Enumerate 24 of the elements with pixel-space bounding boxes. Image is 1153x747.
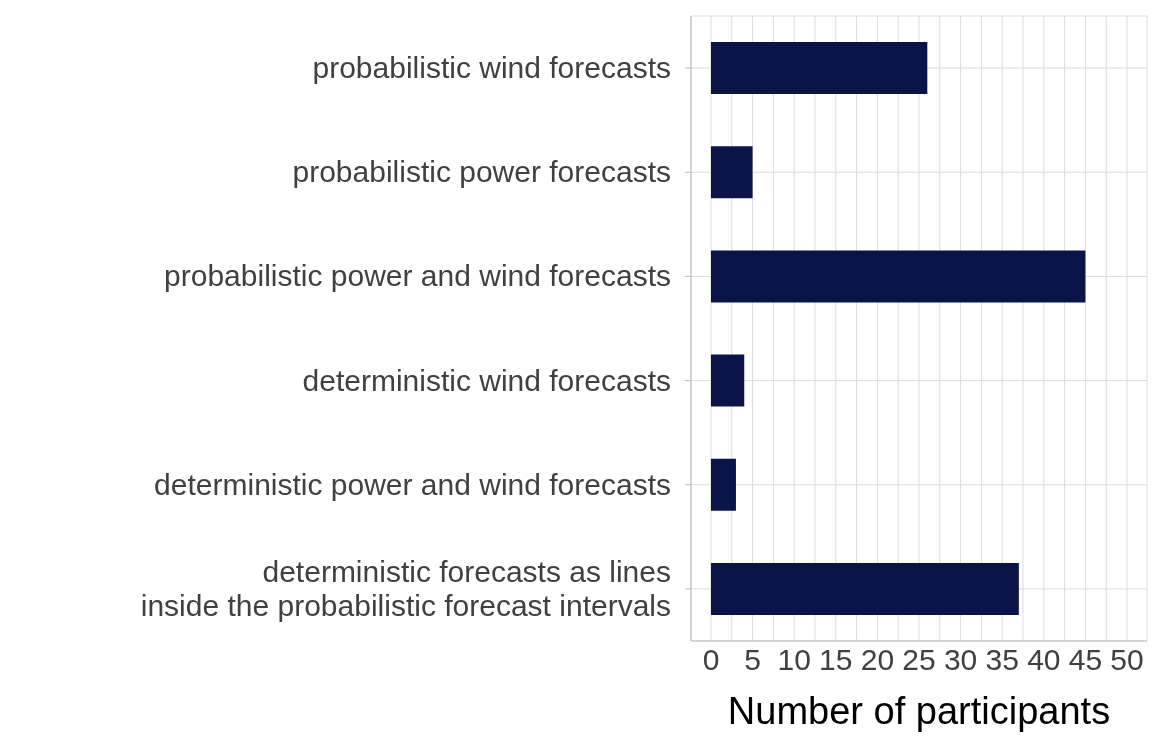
y-tick-label: deterministic power and wind forecasts <box>154 467 671 501</box>
y-tick-label: deterministic forecasts as lines inside the probabilistic forecast intervals <box>140 554 671 622</box>
x-tick-label: 5 <box>744 643 761 677</box>
x-tick-label: 30 <box>943 643 978 677</box>
bar <box>710 354 745 407</box>
x-tick-label: 25 <box>902 643 936 677</box>
x-tick-label: 35 <box>985 643 1019 677</box>
bar <box>710 146 753 199</box>
x-tick-label: 10 <box>777 643 811 677</box>
x-tick-label: 20 <box>860 643 895 677</box>
y-tick-label: probabilistic power forecasts <box>292 155 671 189</box>
y-tick-label: probabilistic power and wind forecasts <box>164 259 671 293</box>
y-tick-label: deterministic wind forecasts <box>302 363 671 397</box>
bar <box>710 562 1019 615</box>
x-tick-label: 45 <box>1068 643 1103 677</box>
x-axis-title: Number of participants <box>727 690 1111 732</box>
bar <box>710 250 1086 303</box>
bar <box>710 458 736 511</box>
y-tick-label: probabilistic wind forecasts <box>312 51 671 85</box>
bar <box>710 42 928 95</box>
x-tick-label: 40 <box>1027 643 1061 677</box>
x-tick-label: 0 <box>702 643 720 677</box>
x-tick-label: 15 <box>819 643 853 677</box>
x-tick-label: 50 <box>1110 643 1144 677</box>
